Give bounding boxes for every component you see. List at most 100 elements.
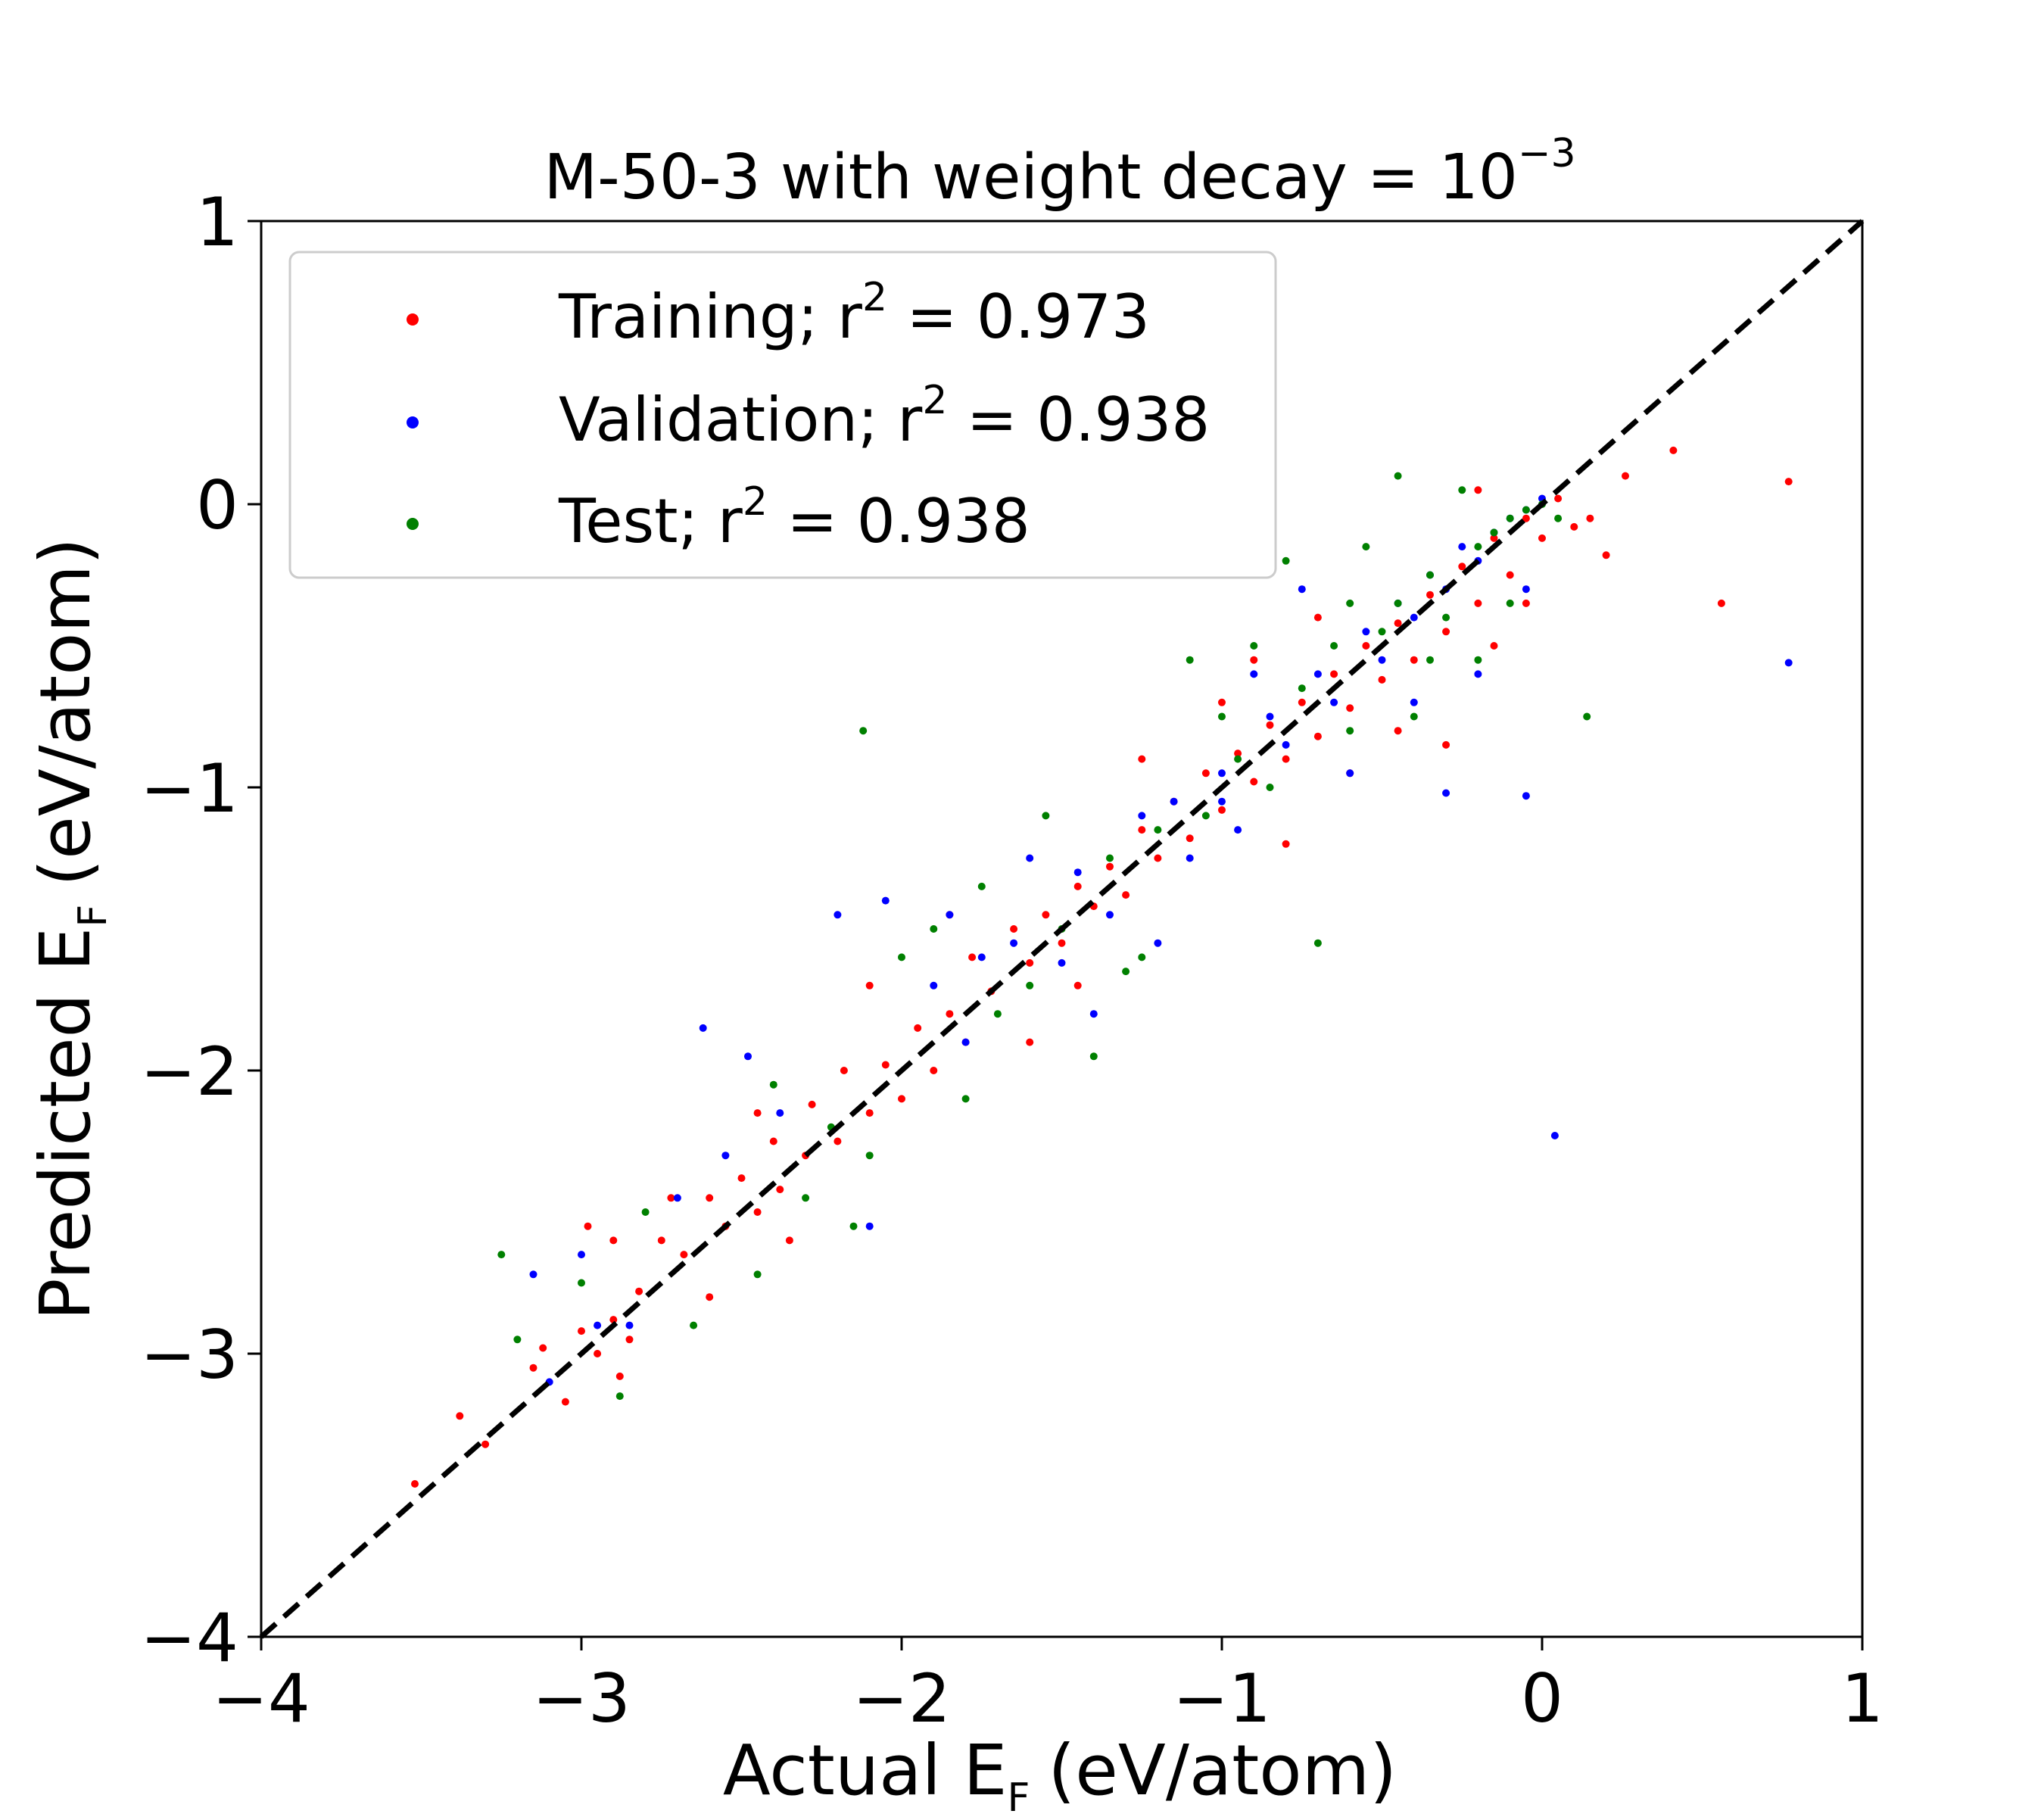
data-point bbox=[1282, 840, 1290, 848]
data-point bbox=[1522, 599, 1530, 607]
data-point bbox=[881, 896, 890, 905]
data-point bbox=[865, 1109, 874, 1117]
data-point bbox=[1010, 925, 1018, 933]
data-point bbox=[657, 1236, 665, 1245]
data-point bbox=[699, 1024, 707, 1032]
data-point bbox=[753, 1208, 762, 1216]
data-point bbox=[615, 1372, 624, 1380]
data-point bbox=[1266, 721, 1274, 729]
data-point bbox=[849, 1222, 858, 1230]
data-point bbox=[1522, 585, 1530, 594]
data-point bbox=[1442, 789, 1450, 797]
data-point bbox=[1154, 854, 1162, 862]
data-point bbox=[1490, 534, 1498, 542]
data-point bbox=[1378, 628, 1386, 636]
data-point bbox=[1170, 797, 1178, 806]
data-point bbox=[1250, 670, 1258, 678]
x-tick-label: −1 bbox=[1173, 1660, 1271, 1738]
data-point bbox=[898, 1095, 905, 1103]
data-point bbox=[1106, 911, 1114, 919]
data-point bbox=[1522, 514, 1530, 522]
data-point bbox=[993, 1010, 1002, 1018]
data-point bbox=[594, 1321, 602, 1329]
data-point bbox=[1106, 862, 1114, 871]
data-point bbox=[1138, 812, 1146, 820]
data-point bbox=[1026, 854, 1034, 862]
data-point bbox=[802, 1194, 810, 1202]
data-point bbox=[737, 1174, 746, 1183]
data-point bbox=[1010, 939, 1018, 947]
data-point bbox=[833, 911, 842, 919]
data-point bbox=[539, 1344, 547, 1352]
data-point bbox=[1201, 769, 1210, 778]
data-point bbox=[1313, 939, 1322, 947]
data-point bbox=[609, 1316, 618, 1324]
data-point bbox=[769, 1080, 777, 1089]
x-tick-label: −4 bbox=[212, 1660, 310, 1738]
data-point bbox=[1313, 732, 1322, 740]
data-point bbox=[706, 1293, 714, 1301]
data-point bbox=[1234, 755, 1242, 763]
data-point bbox=[977, 882, 986, 890]
data-point bbox=[1554, 514, 1563, 522]
y-axis-title: Predicted EF (eV/atom) bbox=[25, 538, 116, 1320]
data-point bbox=[833, 1137, 842, 1145]
data-point bbox=[1554, 494, 1563, 503]
data-point bbox=[456, 1412, 464, 1420]
data-point bbox=[1346, 704, 1354, 712]
data-point bbox=[1266, 712, 1274, 721]
data-point bbox=[1218, 712, 1226, 721]
y-tick-label: −1 bbox=[140, 750, 238, 827]
legend-marker-training bbox=[407, 313, 419, 326]
data-point bbox=[690, 1321, 698, 1329]
data-point bbox=[1362, 543, 1370, 551]
legend-box bbox=[288, 251, 1277, 579]
data-point bbox=[1250, 656, 1258, 664]
data-point bbox=[1026, 958, 1034, 967]
data-point bbox=[1073, 882, 1082, 890]
chart-title-text: M-50-3 with weight decay = 10 bbox=[544, 142, 1518, 213]
data-point bbox=[721, 1152, 730, 1160]
data-point bbox=[1474, 543, 1482, 551]
data-point bbox=[744, 1052, 752, 1061]
data-point bbox=[1442, 740, 1450, 749]
data-point bbox=[578, 1251, 585, 1259]
data-point bbox=[609, 1236, 618, 1245]
chart-title-exponent: −3 bbox=[1518, 131, 1576, 176]
data-point bbox=[1313, 613, 1322, 622]
data-point bbox=[1250, 642, 1258, 650]
data-point bbox=[1426, 571, 1434, 579]
data-point bbox=[673, 1194, 681, 1202]
data-point bbox=[529, 1270, 537, 1279]
data-point bbox=[1073, 981, 1082, 990]
data-point bbox=[1717, 599, 1725, 607]
data-point bbox=[615, 1392, 624, 1401]
data-point bbox=[1313, 670, 1322, 678]
data-point bbox=[497, 1251, 506, 1259]
data-point bbox=[1522, 792, 1530, 800]
data-point bbox=[625, 1321, 634, 1329]
data-point bbox=[1089, 1052, 1098, 1061]
data-point bbox=[1669, 446, 1678, 454]
data-point bbox=[1218, 797, 1226, 806]
data-point bbox=[1346, 727, 1354, 735]
data-point bbox=[1266, 784, 1274, 791]
data-point bbox=[776, 1186, 784, 1194]
data-point bbox=[1346, 769, 1354, 778]
data-point bbox=[1474, 656, 1482, 664]
data-point bbox=[1410, 698, 1418, 706]
data-point bbox=[1362, 628, 1370, 636]
data-point bbox=[1138, 953, 1146, 961]
data-point bbox=[411, 1480, 419, 1488]
data-point bbox=[1218, 806, 1226, 814]
data-point bbox=[667, 1194, 675, 1202]
legend-test-r2: = 0.938 bbox=[768, 486, 1030, 556]
data-point bbox=[946, 911, 954, 919]
data-point bbox=[968, 953, 977, 961]
data-point bbox=[1378, 675, 1386, 684]
data-point bbox=[1410, 712, 1418, 721]
data-point bbox=[1089, 1010, 1098, 1018]
data-point bbox=[1426, 591, 1434, 599]
data-point bbox=[1298, 698, 1306, 706]
data-point bbox=[1058, 958, 1066, 967]
